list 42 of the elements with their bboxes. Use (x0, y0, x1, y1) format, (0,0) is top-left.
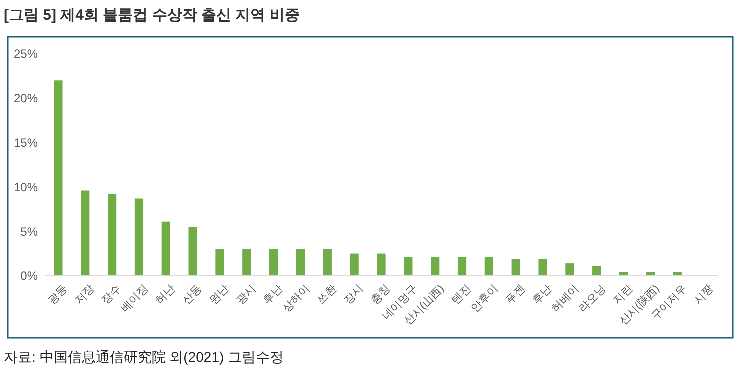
y-tick-label: 25% (14, 47, 38, 62)
bar (242, 249, 252, 276)
x-tick-label: 산동 (180, 283, 205, 308)
bar (81, 190, 90, 276)
x-tick-label: 저장 (72, 283, 97, 308)
bar (270, 249, 278, 276)
x-tick-label: 시짱 (692, 283, 716, 308)
bar (484, 257, 494, 276)
x-tick-label: 후난 (261, 283, 286, 308)
bar (538, 259, 548, 276)
y-tick-label: 20% (14, 92, 38, 106)
x-tick-label: 허난 (154, 283, 178, 308)
x-tick-label: 광동 (46, 283, 70, 308)
x-tick-label: 광시 (234, 283, 258, 308)
bar (216, 249, 224, 276)
bar (431, 257, 440, 276)
bar (566, 264, 574, 276)
y-tick-label: 10% (14, 180, 38, 194)
x-tick-label: 윈난 (208, 283, 232, 308)
x-tick-label: 장수 (100, 283, 124, 308)
bar (458, 257, 467, 276)
bar (134, 198, 144, 276)
x-tick-label: 장시 (342, 283, 366, 308)
bar (323, 249, 332, 276)
bar (296, 249, 306, 276)
text: 자료: 中国信息通信研究院 외(2021) 그림수정 (4, 349, 284, 365)
bar (108, 194, 117, 276)
y-tick-label: 5% (20, 224, 38, 239)
bar (162, 222, 170, 276)
x-tick-label: 쓰촨 (315, 283, 340, 308)
bar (404, 257, 413, 276)
bar (188, 227, 198, 276)
x-tick-label: 푸젠 (504, 283, 528, 308)
y-tick-label: 15% (14, 136, 38, 150)
bar (592, 266, 602, 276)
x-tick-label: 지린 (611, 283, 636, 308)
bar (512, 259, 520, 276)
bar (54, 80, 63, 276)
bar (377, 254, 386, 276)
chart-title: [그림 5] 제4회 블룸컵 수상작 출신 지역 비중 (4, 7, 300, 24)
bar (350, 254, 359, 276)
y-tick-label: 0% (20, 269, 38, 284)
